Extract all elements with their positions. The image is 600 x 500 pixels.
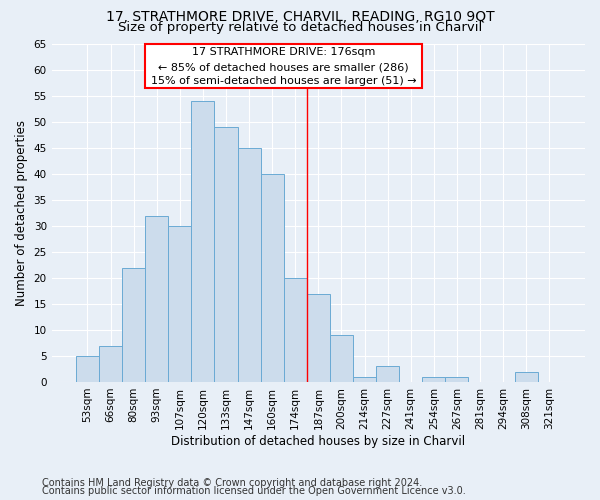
- Bar: [122, 268, 145, 382]
- Text: 15% of semi-detached houses are larger (51) →: 15% of semi-detached houses are larger (…: [151, 76, 416, 86]
- Bar: [168, 226, 191, 382]
- Bar: [445, 377, 469, 382]
- FancyBboxPatch shape: [145, 44, 422, 88]
- Y-axis label: Number of detached properties: Number of detached properties: [15, 120, 28, 306]
- Bar: [145, 216, 168, 382]
- Bar: [214, 127, 238, 382]
- Bar: [307, 294, 330, 382]
- Bar: [238, 148, 260, 382]
- Text: Size of property relative to detached houses in Charvil: Size of property relative to detached ho…: [118, 22, 482, 35]
- Text: Contains HM Land Registry data © Crown copyright and database right 2024.: Contains HM Land Registry data © Crown c…: [42, 478, 422, 488]
- Bar: [99, 346, 122, 382]
- Bar: [260, 174, 284, 382]
- Bar: [353, 377, 376, 382]
- Bar: [191, 101, 214, 382]
- Bar: [376, 366, 399, 382]
- X-axis label: Distribution of detached houses by size in Charvil: Distribution of detached houses by size …: [171, 434, 466, 448]
- Bar: [515, 372, 538, 382]
- Text: 17, STRATHMORE DRIVE, CHARVIL, READING, RG10 9QT: 17, STRATHMORE DRIVE, CHARVIL, READING, …: [106, 10, 494, 24]
- Bar: [330, 335, 353, 382]
- Bar: [76, 356, 99, 382]
- Text: ← 85% of detached houses are smaller (286): ← 85% of detached houses are smaller (28…: [158, 62, 409, 72]
- Text: 17 STRATHMORE DRIVE: 176sqm: 17 STRATHMORE DRIVE: 176sqm: [192, 48, 376, 58]
- Text: Contains public sector information licensed under the Open Government Licence v3: Contains public sector information licen…: [42, 486, 466, 496]
- Bar: [284, 278, 307, 382]
- Bar: [422, 377, 445, 382]
